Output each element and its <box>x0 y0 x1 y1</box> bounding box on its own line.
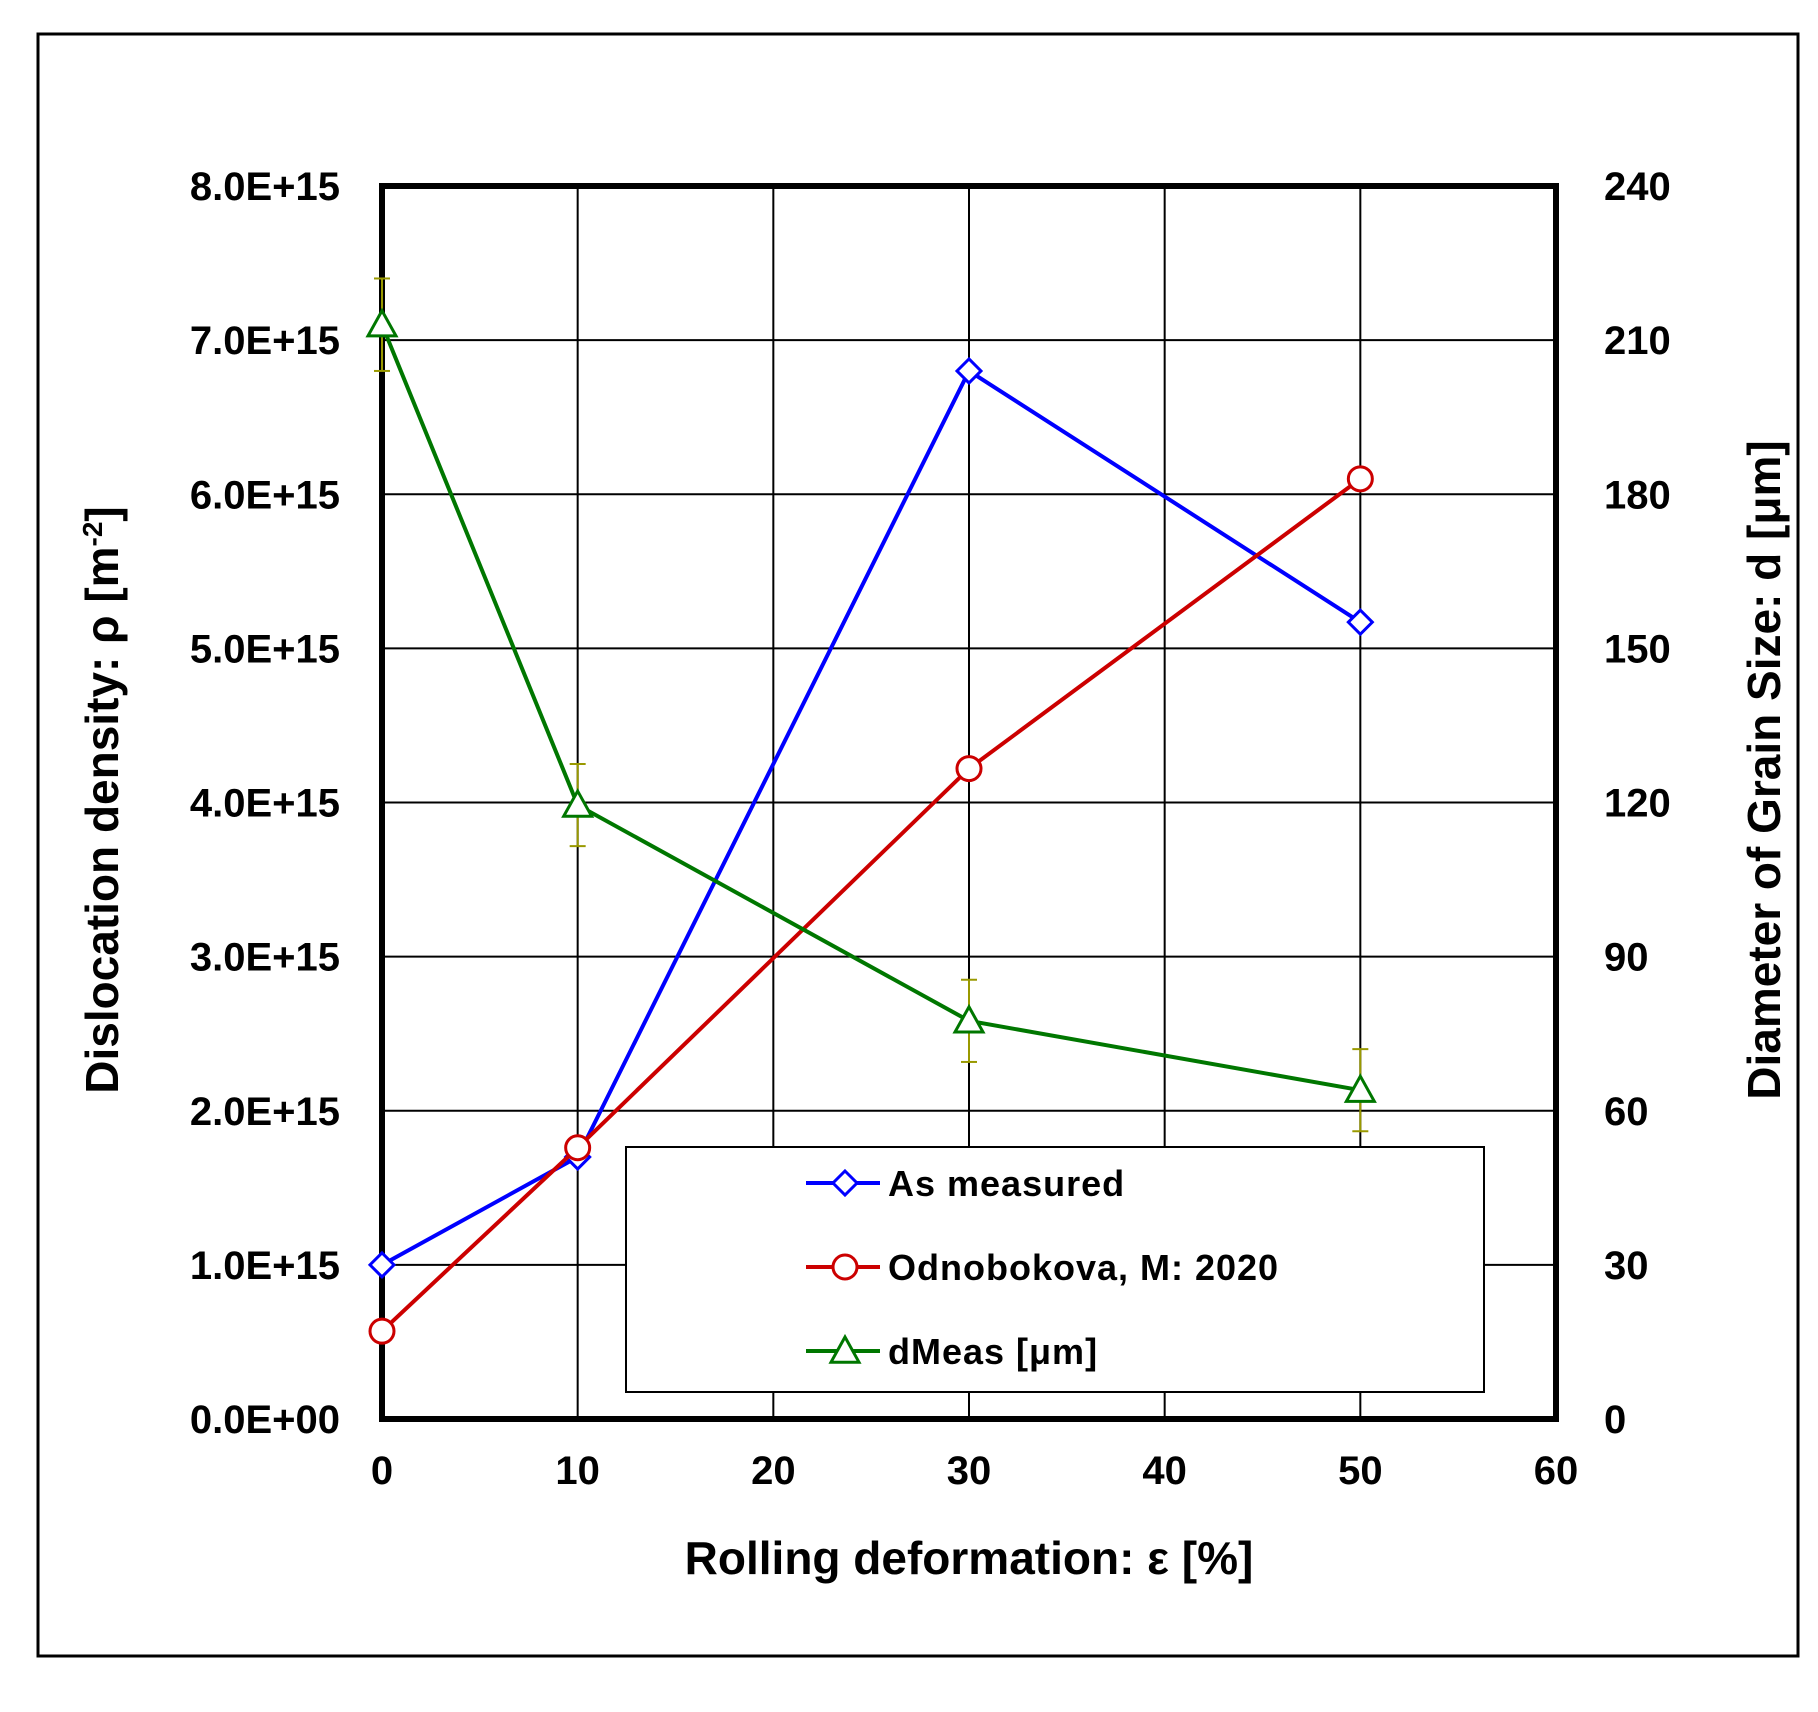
data-point <box>955 755 983 783</box>
data-point <box>561 787 595 818</box>
data-point <box>1346 608 1375 637</box>
data-point <box>954 356 984 386</box>
data-point <box>564 1134 592 1162</box>
legend-marker <box>831 1253 859 1281</box>
y2-tick-label: 120 <box>1604 782 1671 826</box>
x-tick-label: 60 <box>1534 1449 1579 1493</box>
legend-marker <box>830 1168 860 1198</box>
y2-axis-ticks: 0 30 60 90 120 150 180 210 240 <box>1604 165 1671 1442</box>
y-axis-title-sup: -2 <box>77 522 108 547</box>
y2-tick-label: 0 <box>1604 1398 1626 1442</box>
legend-label: Odnobokova, M: 2020 <box>888 1247 1279 1288</box>
y2-tick-label: 60 <box>1604 1090 1649 1134</box>
data-point <box>367 1250 397 1279</box>
x-tick-label: 40 <box>1142 1449 1187 1493</box>
y-axis-title-end: ] <box>76 506 128 521</box>
y2-axis-title: Diameter of Grain Size: d [μm] <box>1738 440 1790 1099</box>
series <box>365 277 1377 1345</box>
series-line <box>380 323 1361 1093</box>
series-diamond <box>367 356 1375 1279</box>
series-line <box>380 477 1362 1333</box>
x-axis-title: Rolling deformation: ε [%] <box>685 1532 1254 1584</box>
y-axis-title-main: Dislocation density: ρ [m <box>76 546 128 1093</box>
x-tick-label: 30 <box>947 1449 992 1493</box>
y2-tick-label: 180 <box>1604 473 1671 517</box>
y2-tick-label: 240 <box>1604 165 1671 209</box>
legend-entries: As measured Odnobokova, M: 2020 dMeas [μm] <box>806 1163 1279 1372</box>
y2-tick-label: 150 <box>1604 627 1671 671</box>
y-tick-label: 7.0E+15 <box>190 319 340 363</box>
y2-tick-label: 210 <box>1604 319 1671 363</box>
y-axis-title: Dislocation density: ρ [m-2] <box>76 506 128 1094</box>
data-point <box>1343 1073 1377 1103</box>
data-point <box>1346 465 1374 493</box>
x-axis-ticks: 0 10 20 30 40 50 60 <box>371 1449 1578 1493</box>
legend: As measured Odnobokova, M: 2020 dMeas [μm] <box>625 1146 1485 1393</box>
y-tick-label: 6.0E+15 <box>190 473 340 517</box>
x-tick-label: 50 <box>1338 1449 1383 1493</box>
legend-label: As measured <box>888 1163 1125 1204</box>
y-tick-label: 3.0E+15 <box>190 936 340 980</box>
data-point <box>365 307 399 338</box>
x-tick-label: 0 <box>371 1449 393 1493</box>
data-point <box>368 1317 396 1345</box>
x-tick-label: 20 <box>751 1449 796 1493</box>
series-circle <box>368 465 1374 1345</box>
y-tick-label: 4.0E+15 <box>190 782 340 826</box>
series-triangle <box>365 277 1377 1133</box>
y2-tick-label: 90 <box>1604 936 1649 980</box>
y-tick-label: 5.0E+15 <box>190 627 340 671</box>
y-tick-label: 8.0E+15 <box>190 165 340 209</box>
data-point <box>952 1003 986 1034</box>
legend-marker <box>828 1333 862 1364</box>
y-tick-label: 1.0E+15 <box>190 1244 340 1288</box>
series-line <box>381 368 1362 1267</box>
y-tick-label: 0.0E+00 <box>190 1398 340 1442</box>
y-axis-ticks: 0.0E+00 1.0E+15 2.0E+15 3.0E+15 4.0E+15 5.0E+… <box>190 165 340 1442</box>
plot-frame <box>379 183 1559 1422</box>
legend-box <box>625 1146 1485 1393</box>
y2-tick-label: 30 <box>1604 1244 1649 1288</box>
y-tick-label: 2.0E+15 <box>190 1090 340 1134</box>
x-tick-label: 10 <box>555 1449 600 1493</box>
legend-label: dMeas [μm] <box>888 1331 1098 1372</box>
